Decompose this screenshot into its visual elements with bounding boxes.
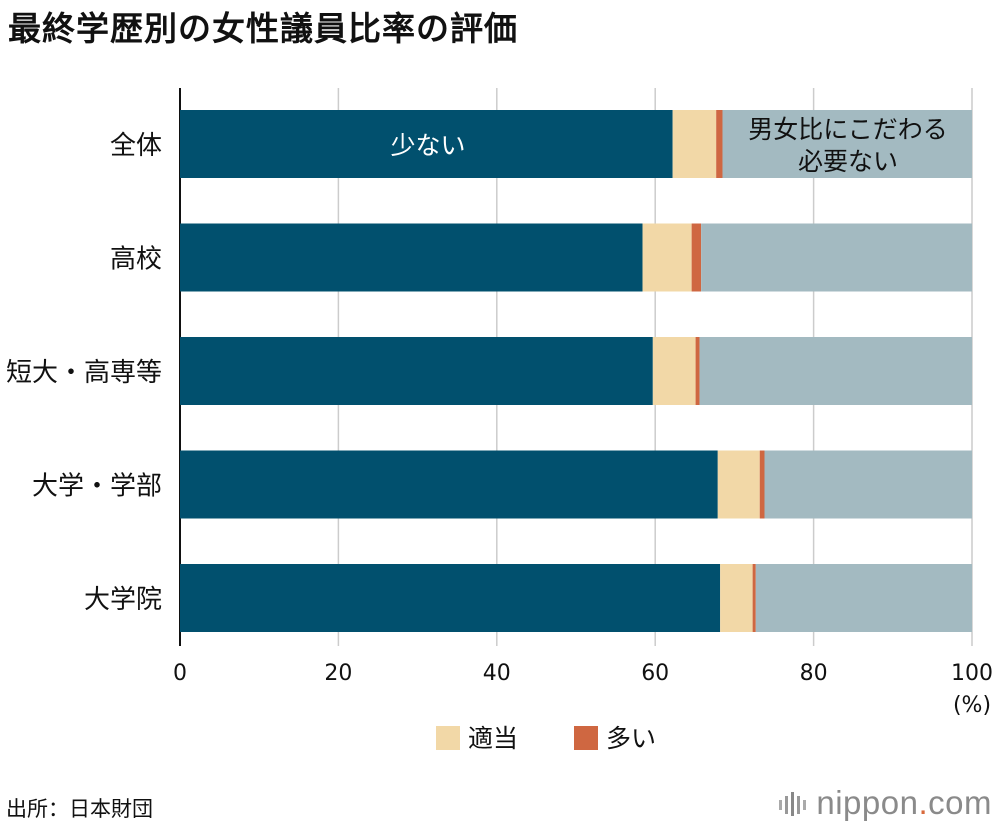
bar-segment	[691, 223, 702, 292]
x-tick-label: 40	[483, 661, 511, 686]
bar-segment	[180, 564, 721, 632]
bar-segment	[180, 110, 673, 178]
x-tick-label: 0	[173, 661, 187, 686]
bar-segment	[652, 337, 696, 405]
bar-segment	[701, 223, 972, 292]
x-tick-label: 60	[641, 661, 669, 686]
legend-label: 多い	[606, 724, 656, 753]
brand-dot: .	[918, 784, 929, 821]
inline-label-no-need: 男女比にこだわる	[748, 115, 948, 144]
bar-segment	[720, 564, 753, 632]
bar-segment	[722, 110, 972, 178]
bar-segment	[695, 337, 700, 405]
bar-segment	[672, 110, 717, 178]
category-label: 全体	[110, 131, 162, 161]
x-tick-label: 20	[324, 661, 352, 686]
legend: 適当 多い	[436, 724, 656, 753]
bar-segment	[642, 223, 692, 292]
bar-segment	[716, 110, 723, 178]
category-label: 短大・高専等	[6, 358, 162, 388]
category-label: 大学・学部	[32, 472, 162, 502]
legend-swatch	[574, 726, 598, 750]
x-unit-label: (%)	[953, 693, 991, 718]
bar-segment	[717, 450, 760, 519]
legend-label: 適当	[468, 724, 518, 753]
bar-segment	[180, 450, 718, 519]
bar-segment	[764, 450, 972, 519]
x-tick-labels: 0 20 40 60 80 100 (%)	[173, 661, 993, 718]
source-note: 出所：日本財団	[6, 797, 153, 821]
brand-name: nippon	[816, 784, 919, 821]
brand-tld: com	[928, 784, 992, 821]
bar-segment	[755, 564, 972, 632]
inline-label-no-need: 必要ない	[798, 147, 898, 176]
inline-label-few: 少ない	[390, 131, 465, 160]
x-tick-label: 100	[951, 661, 993, 686]
chart-title: 最終学歴別の女性議員比率の評価	[8, 9, 518, 48]
bar-segment	[699, 337, 972, 405]
bar-segment	[180, 337, 653, 405]
bar-segment	[752, 564, 756, 632]
x-tick-label: 80	[800, 661, 828, 686]
category-label: 大学院	[84, 585, 162, 615]
legend-swatch	[436, 726, 460, 750]
brand-mark-icon	[779, 792, 807, 816]
category-label: 高校	[110, 245, 162, 275]
bars	[180, 110, 972, 632]
brand-logo: nippon.com	[778, 784, 992, 822]
bar-segment	[759, 450, 765, 519]
bar-segment	[180, 223, 643, 292]
